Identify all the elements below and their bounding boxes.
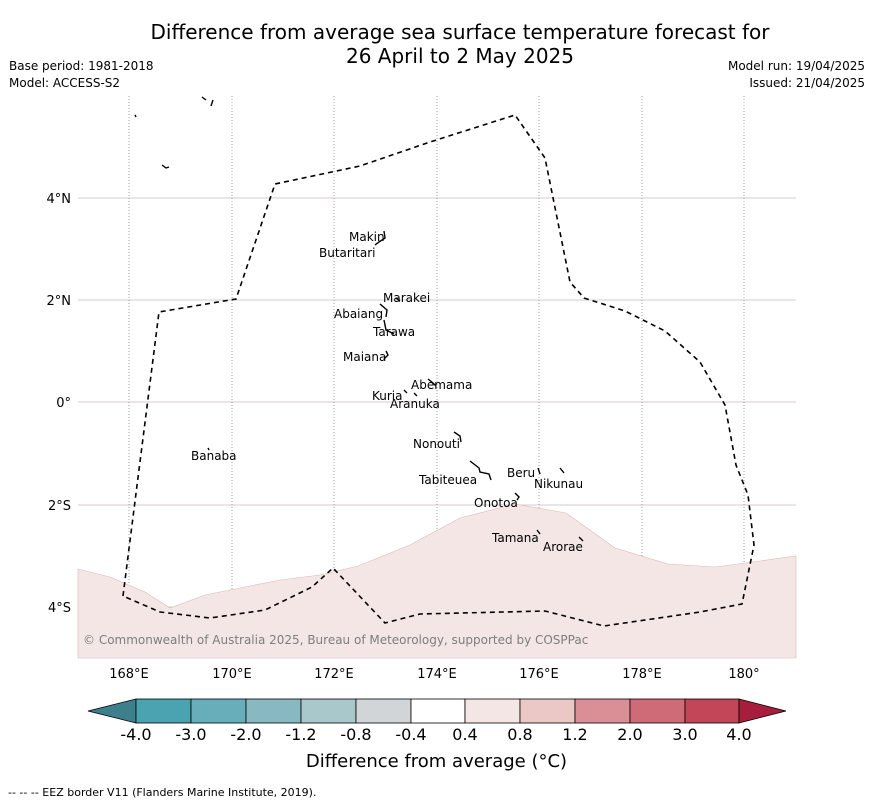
lon-label-176e: 176°E bbox=[519, 667, 559, 682]
island-label-tamana: Tamana bbox=[491, 531, 539, 545]
colorbar-tick: -4.0 bbox=[120, 725, 152, 744]
colorbar-arrow-high bbox=[738, 698, 787, 724]
colorbar-tick: -1.2 bbox=[285, 725, 317, 744]
colorbar-bin bbox=[190, 698, 247, 724]
lon-label-180: 180° bbox=[728, 667, 759, 682]
colorbar-arrow-low bbox=[87, 698, 137, 724]
colorbar-tick: 4.0 bbox=[726, 725, 752, 744]
colorbar bbox=[87, 698, 787, 724]
island-labels: Makin Butaritari Marakei Abaiang Tarawa … bbox=[191, 230, 583, 554]
colorbar-bin bbox=[355, 698, 412, 724]
island-label-marakei: Marakei bbox=[383, 291, 430, 305]
colorbar-label: Difference from average (°C) bbox=[305, 751, 568, 772]
lat-label-2s: 2°S bbox=[48, 499, 71, 514]
island-label-aranuka: Aranuka bbox=[390, 397, 440, 411]
lon-label-178e: 178°E bbox=[622, 667, 662, 682]
island-label-beru: Beru bbox=[507, 466, 535, 480]
island-label-maiana: Maiana bbox=[343, 350, 386, 364]
lat-label-0: 0° bbox=[56, 396, 71, 411]
colorbar-tick: 0.8 bbox=[507, 725, 533, 744]
island-label-arorae: Arorae bbox=[543, 540, 583, 554]
model-name: Model: ACCESS-S2 bbox=[9, 76, 121, 90]
lat-label-4n: 4°N bbox=[47, 192, 72, 207]
colorbar-bin bbox=[574, 698, 631, 724]
lon-label-168e: 168°E bbox=[109, 667, 149, 682]
island-label-onotoa: Onotoa bbox=[474, 496, 518, 510]
colorbar-bin bbox=[245, 698, 302, 724]
lon-label-170e: 170°E bbox=[212, 667, 252, 682]
eez-footnote: -- -- -- EEZ border V11 (Flanders Marine… bbox=[8, 786, 317, 799]
lon-label-172e: 172°E bbox=[314, 667, 354, 682]
colorbar-tick: 2.0 bbox=[617, 725, 643, 744]
colorbar-tick-labels: -4.0 -3.0 -2.0 -1.2 -0.8 -0.4 0.4 0.8 1.… bbox=[0, 725, 873, 747]
colorbar-bin bbox=[519, 698, 576, 724]
island-label-abaiang: Abaiang bbox=[334, 307, 383, 321]
model-run: Model run: 19/04/2025 bbox=[727, 59, 865, 73]
island-label-nonouti: Nonouti bbox=[413, 437, 460, 451]
map-title: Difference from average sea surface temp… bbox=[0, 20, 873, 68]
colorbar-tick: 1.2 bbox=[562, 725, 588, 744]
colorbar-bin bbox=[464, 698, 521, 724]
island-label-nikunau: Nikunau bbox=[534, 477, 583, 491]
colorbar-bin bbox=[410, 698, 466, 724]
colorbar-tick: -0.8 bbox=[340, 725, 372, 744]
copyright-notice: © Commonwealth of Australia 2025, Bureau… bbox=[83, 633, 588, 647]
colorbar-tick: -2.0 bbox=[230, 725, 262, 744]
island-label-banaba: Banaba bbox=[191, 449, 237, 463]
issued-date: Issued: 21/04/2025 bbox=[749, 76, 865, 90]
island-label-kuria: Kuria bbox=[372, 389, 403, 403]
colorbar-bin bbox=[300, 698, 357, 724]
island-label-tarawa: Tarawa bbox=[372, 325, 415, 339]
lon-label-174e: 174°E bbox=[417, 667, 457, 682]
colorbar-tick: 0.4 bbox=[452, 725, 478, 744]
island-label-butaritari: Butaritari bbox=[319, 246, 376, 260]
colorbar-tick: -0.4 bbox=[395, 725, 427, 744]
eez-border bbox=[122, 114, 755, 627]
island-label-tabiteuea: Tabiteuea bbox=[418, 473, 477, 487]
lat-label-2n: 2°N bbox=[47, 294, 72, 309]
title-line-1: Difference from average sea surface temp… bbox=[150, 20, 770, 44]
run-info: Model run: 19/04/2025 Issued: 21/04/2025 bbox=[728, 58, 865, 92]
colorbar-tick: -3.0 bbox=[175, 725, 207, 744]
island-coastlines bbox=[134, 96, 584, 542]
island-label-makin: Makin bbox=[349, 230, 385, 244]
base-period: Base period: 1981-2018 bbox=[9, 59, 154, 73]
lat-label-4s: 4°S bbox=[48, 601, 71, 616]
colorbar-bin bbox=[629, 698, 686, 724]
title-line-2: 26 April to 2 May 2025 bbox=[346, 44, 574, 68]
colorbar-bin bbox=[135, 698, 192, 724]
colorbar-tick: 3.0 bbox=[672, 725, 698, 744]
map-panel: 4°N 2°N 0° 2°S 4°S 168°E 170°E 172°E 174… bbox=[47, 96, 797, 724]
colorbar-bin bbox=[684, 698, 740, 724]
island-label-abemama: Abemama bbox=[411, 378, 472, 392]
anomaly-shaded-region bbox=[77, 503, 797, 659]
model-info: Base period: 1981-2018 Model: ACCESS-S2 bbox=[9, 58, 154, 92]
